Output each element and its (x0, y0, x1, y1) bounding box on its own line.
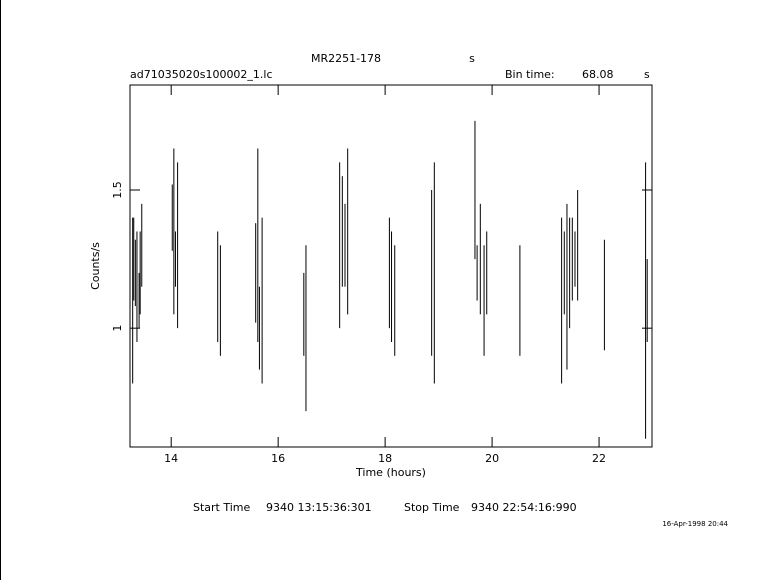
x-tick-label: 22 (592, 452, 606, 465)
x-tick-label: 20 (485, 452, 499, 465)
bin-time-label: Bin time: (505, 68, 555, 81)
file-name: ad71035020s100002_1.lc (130, 68, 273, 81)
bin-time: 68.08 (582, 68, 614, 81)
y-tick-label: 1.5 (111, 181, 124, 199)
plot-frame (129, 84, 653, 448)
timestamp: 16-Apr-1998 20:44 (662, 520, 728, 528)
x-tick-label: 18 (378, 452, 392, 465)
x-tick-label: 16 (271, 452, 285, 465)
title-unit: s (469, 52, 475, 65)
stop-value: 9340 22:54:16:990 (471, 501, 577, 514)
start-value: 9340 13:15:36:301 (266, 501, 372, 514)
x-axis-label: Time (hours) (355, 466, 426, 479)
start-label: Start Time (193, 501, 251, 514)
x-tick-label: 14 (164, 452, 178, 465)
stop-label: Stop Time (404, 501, 460, 514)
y-axis-label: Counts/s (89, 242, 102, 290)
chart-title: MR2251-178 (311, 52, 381, 65)
y-tick-label: 1 (111, 325, 124, 332)
bin-time-unit: s (644, 68, 650, 81)
